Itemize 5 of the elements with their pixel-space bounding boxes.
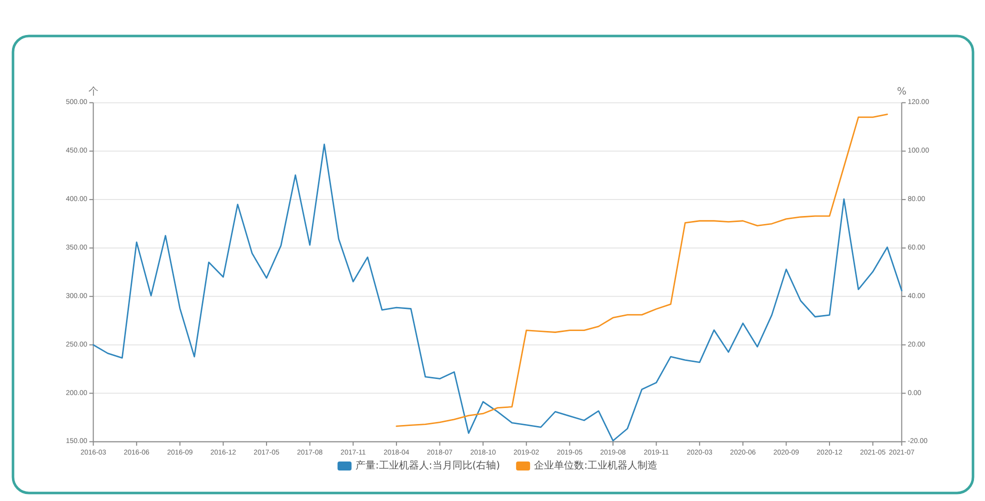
legend-label: 企业单位数:工业机器人制造 <box>534 460 658 472</box>
y2-axis-title: % <box>896 86 906 98</box>
line-series <box>396 114 888 427</box>
y-axis-title: 个 <box>88 86 98 98</box>
legend-label: 产量:工业机器人:当月同比(右轴) <box>356 460 500 472</box>
